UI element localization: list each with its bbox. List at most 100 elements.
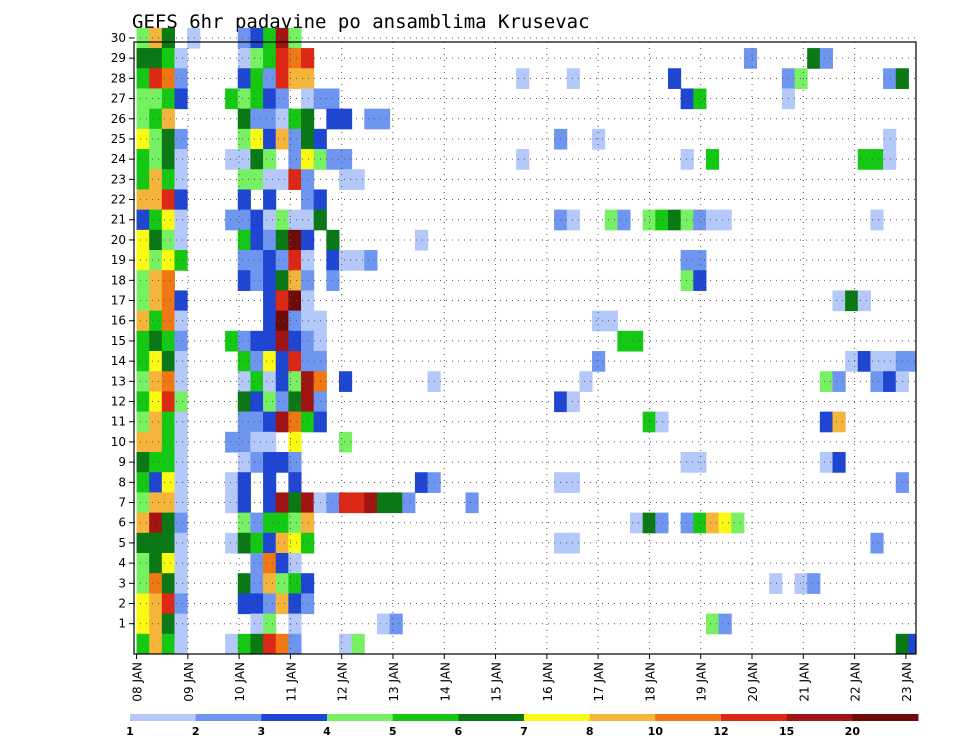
heatmap-cell: [288, 48, 302, 69]
heatmap-cell: [301, 108, 315, 130]
heatmap-cell: [136, 351, 150, 372]
colorbar: 1 2 3 4 5 6 7 8 10 12 15 20: [126, 714, 919, 738]
heatmap-cell: [263, 189, 277, 211]
y-tick-label: 8: [118, 475, 126, 489]
heatmap-cell: [263, 48, 277, 69]
heatmap-cell: [819, 48, 833, 69]
heatmap-cell: [263, 512, 277, 534]
heatmap-cell: [288, 512, 302, 534]
colorbar-tick-label: 1: [126, 725, 134, 738]
heatmap-cell: [174, 290, 188, 312]
heatmap-cell: [161, 27, 175, 49]
heatmap-cell: [174, 310, 188, 332]
heatmap-cell: [275, 633, 289, 655]
heatmap-cell: [870, 209, 884, 231]
heatmap-cell: [161, 128, 175, 150]
heatmap-cell: [225, 149, 239, 170]
heatmap-cell: [275, 250, 289, 271]
heatmap-cell: [136, 250, 150, 271]
heatmap-cell: [161, 149, 175, 170]
heatmap-cell: [288, 351, 302, 372]
heatmap-cell: [149, 532, 163, 554]
heatmap-cell: [136, 532, 150, 554]
heatmap-cell: [161, 189, 175, 211]
colorbar-segment: [392, 714, 459, 721]
heatmap-cell: [275, 593, 289, 615]
heatmap-cell: [250, 108, 264, 130]
heatmap-cell: [655, 411, 669, 433]
x-tick-label: 23 JAN: [900, 662, 914, 702]
x-tick-label: 16 JAN: [541, 662, 555, 702]
gridlines: [134, 37, 916, 654]
heatmap-cell: [161, 108, 175, 130]
heatmap-cell: [743, 48, 758, 69]
heatmap-cell: [338, 108, 353, 130]
x-tick-label: 20 JAN: [746, 662, 760, 702]
heatmap-cell: [351, 492, 365, 514]
y-tick-label: 2: [118, 597, 126, 611]
heatmap-cell: [237, 351, 251, 372]
heatmap-cell: [301, 391, 315, 413]
heatmap-cell: [338, 250, 353, 271]
x-tick-label: 14 JAN: [438, 662, 452, 702]
heatmap-cells: [136, 27, 916, 655]
heatmap-cell: [250, 431, 264, 453]
heatmap-cell: [338, 149, 353, 170]
heatmap-cell: [731, 512, 745, 534]
y-tick-label: 18: [111, 273, 126, 287]
heatmap-cell: [174, 48, 188, 69]
heatmap-cell: [136, 553, 150, 574]
heatmap-cell: [680, 512, 694, 534]
y-tick-label: 9: [118, 455, 126, 469]
heatmap-cell: [819, 371, 833, 392]
heatmap-cell: [237, 532, 251, 554]
heatmap-cell: [174, 472, 188, 493]
heatmap-cell: [680, 209, 694, 231]
heatmap-cell: [149, 371, 163, 392]
heatmap-cell: [250, 371, 264, 392]
colorbar-tick-label: 15: [779, 725, 794, 738]
x-tick-label: 22 JAN: [849, 662, 863, 702]
heatmap-cell: [263, 310, 277, 332]
heatmap-cell: [149, 88, 163, 110]
heatmap-cell: [237, 431, 251, 453]
heatmap-cell: [225, 330, 239, 352]
heatmap-cell: [161, 411, 175, 433]
y-tick-label: 16: [111, 314, 126, 328]
heatmap-cell: [149, 48, 163, 69]
colorbar-tick-label: 6: [455, 725, 463, 738]
heatmap-cell: [263, 290, 277, 312]
heatmap-cell: [149, 512, 163, 534]
heatmap-cell: [693, 250, 707, 271]
heatmap-cell: [705, 613, 720, 635]
heatmap-cell: [718, 512, 732, 534]
colorbar-tick-label: 20: [845, 725, 861, 738]
heatmap-cell: [225, 209, 239, 231]
heatmap-cell: [250, 593, 264, 615]
heatmap-cell: [376, 108, 391, 130]
heatmap-cell: [136, 108, 150, 130]
heatmap-cell: [465, 492, 479, 514]
heatmap-cell: [288, 371, 302, 392]
heatmap-cell: [275, 229, 289, 251]
heatmap-cell: [237, 189, 251, 211]
heatmap-cell: [136, 613, 150, 635]
heatmap-cell: [149, 128, 163, 150]
heatmap-cell: [288, 613, 302, 635]
y-tick-label: 14: [111, 354, 126, 368]
heatmap-cell: [237, 492, 251, 514]
heatmap-cell: [237, 270, 251, 291]
heatmap-cell: [566, 532, 580, 554]
heatmap-cell: [857, 351, 871, 372]
y-tick-label: 19: [111, 253, 126, 267]
y-tick-label: 23: [111, 172, 126, 186]
heatmap-cell: [642, 411, 656, 433]
heatmap-cell: [225, 431, 239, 453]
heatmap-cell: [250, 128, 264, 150]
heatmap-cell: [516, 68, 530, 89]
heatmap-cell: [351, 169, 365, 190]
heatmap-cell: [250, 149, 264, 170]
heatmap-cell: [832, 290, 846, 312]
heatmap-cell: [250, 613, 264, 635]
heatmap-cell: [338, 492, 353, 514]
